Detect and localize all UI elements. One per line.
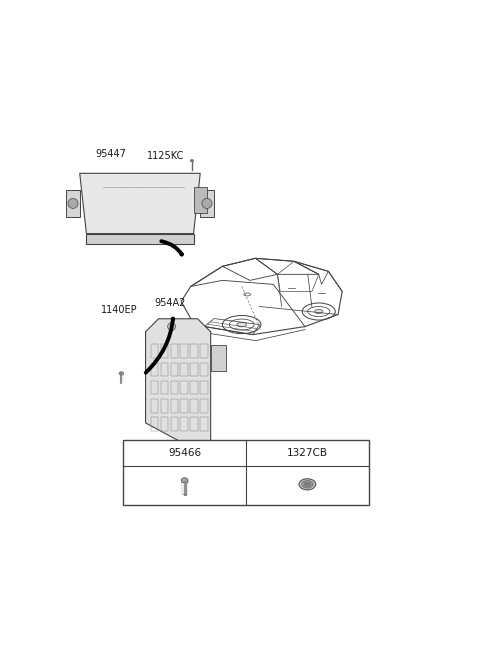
Bar xyxy=(170,381,178,394)
Ellipse shape xyxy=(181,478,188,483)
Bar xyxy=(200,344,207,358)
Bar xyxy=(161,363,168,376)
Polygon shape xyxy=(211,345,226,371)
FancyArrowPatch shape xyxy=(161,241,182,254)
Text: 1140EP: 1140EP xyxy=(101,305,138,315)
Bar xyxy=(170,344,178,358)
Text: 1327CB: 1327CB xyxy=(287,447,328,458)
Ellipse shape xyxy=(119,372,124,375)
Bar xyxy=(191,381,198,394)
Bar xyxy=(200,363,207,376)
Bar xyxy=(200,417,207,431)
Bar xyxy=(151,399,158,413)
Text: 1125KC: 1125KC xyxy=(147,150,185,161)
Bar xyxy=(191,417,198,431)
Bar xyxy=(180,399,188,413)
Bar xyxy=(200,399,207,413)
Polygon shape xyxy=(66,190,80,217)
Bar xyxy=(161,399,168,413)
Bar xyxy=(170,399,178,413)
Bar xyxy=(123,440,369,505)
Bar xyxy=(161,344,168,358)
Polygon shape xyxy=(145,319,211,441)
Bar xyxy=(161,417,168,431)
Ellipse shape xyxy=(237,323,247,327)
Bar xyxy=(191,399,198,413)
Bar xyxy=(191,363,198,376)
Text: 95466: 95466 xyxy=(168,447,201,458)
Text: 954A2: 954A2 xyxy=(155,298,186,307)
Bar xyxy=(170,417,178,431)
Bar xyxy=(151,381,158,394)
Bar xyxy=(180,344,188,358)
Bar xyxy=(200,381,207,394)
Polygon shape xyxy=(80,173,200,234)
Bar xyxy=(191,344,198,358)
FancyArrowPatch shape xyxy=(146,319,173,373)
Ellipse shape xyxy=(191,160,193,162)
Ellipse shape xyxy=(304,482,311,487)
Bar xyxy=(151,363,158,376)
Polygon shape xyxy=(200,190,214,217)
Ellipse shape xyxy=(302,480,313,488)
Ellipse shape xyxy=(314,309,323,313)
Bar xyxy=(180,417,188,431)
Bar xyxy=(170,363,178,376)
Bar xyxy=(180,381,188,394)
Bar xyxy=(151,344,158,358)
Bar xyxy=(180,363,188,376)
Ellipse shape xyxy=(68,198,78,208)
Ellipse shape xyxy=(202,198,212,208)
Text: 95447: 95447 xyxy=(96,148,126,159)
Polygon shape xyxy=(86,234,193,244)
Bar xyxy=(161,381,168,394)
Polygon shape xyxy=(193,187,207,214)
Ellipse shape xyxy=(299,479,316,490)
Ellipse shape xyxy=(168,323,176,330)
Bar xyxy=(151,417,158,431)
